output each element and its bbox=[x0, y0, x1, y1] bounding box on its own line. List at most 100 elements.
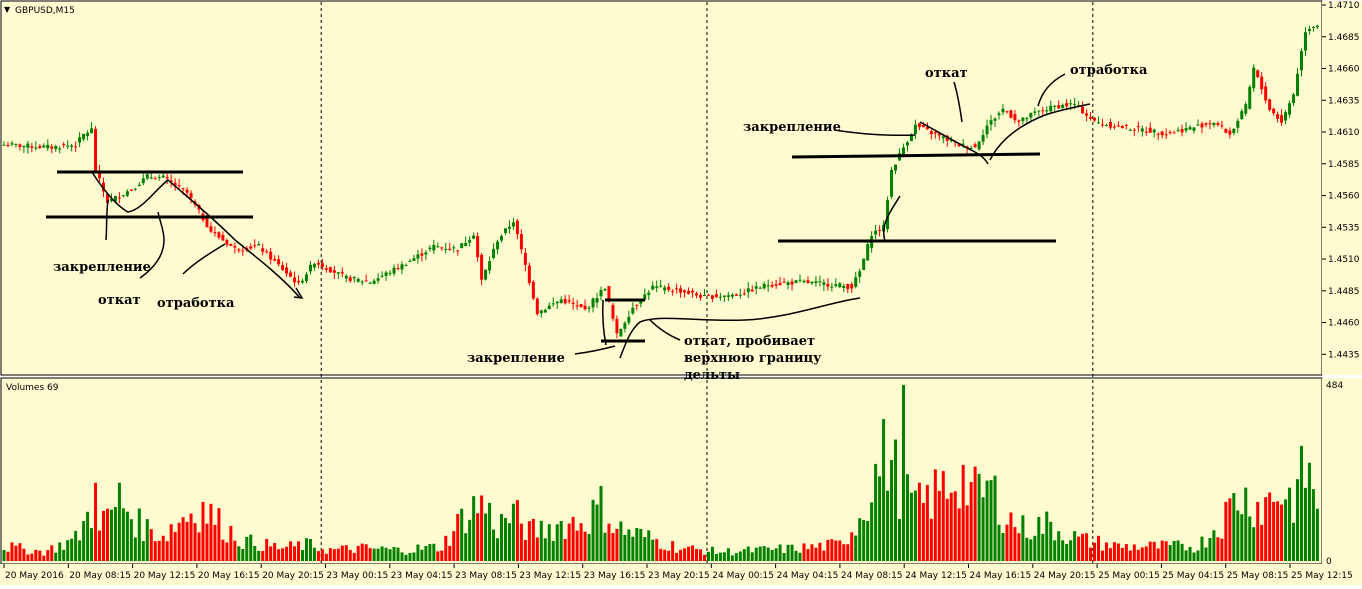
volume-bar bbox=[301, 549, 304, 561]
volume-bar bbox=[1288, 487, 1292, 561]
candle-body bbox=[599, 290, 603, 297]
volume-bar bbox=[515, 500, 519, 561]
candle-body bbox=[1280, 115, 1284, 123]
volume-bar bbox=[1045, 511, 1049, 561]
volume-bar bbox=[786, 544, 790, 561]
sketch-path bbox=[91, 171, 301, 299]
volume-bar bbox=[90, 528, 94, 561]
volume-bar bbox=[253, 545, 257, 561]
volume-bar bbox=[181, 517, 185, 561]
candle-body bbox=[1212, 122, 1216, 126]
candle-body bbox=[94, 129, 98, 171]
volume-bar bbox=[225, 542, 229, 561]
candle-body bbox=[854, 277, 858, 287]
volume-bar bbox=[726, 548, 730, 561]
volume-bar bbox=[742, 549, 746, 561]
volume-bar bbox=[1069, 540, 1073, 561]
volume-bar bbox=[1315, 508, 1319, 561]
candle-body bbox=[352, 277, 356, 279]
candle-body bbox=[436, 246, 440, 248]
candle-body bbox=[484, 269, 488, 280]
y-tick-label: 1.4560 bbox=[1328, 192, 1360, 202]
volume-bar bbox=[973, 466, 977, 561]
level-line[interactable] bbox=[791, 152, 1041, 159]
volume-bar bbox=[595, 504, 599, 561]
candle-body bbox=[679, 288, 683, 293]
candle-body bbox=[70, 145, 74, 147]
candle-body bbox=[149, 177, 153, 179]
candle-body bbox=[786, 282, 790, 286]
volume-bar bbox=[468, 519, 472, 561]
price-panel-background[interactable] bbox=[0, 0, 1323, 376]
drawn-curves bbox=[91, 73, 1091, 359]
candle-body bbox=[1081, 106, 1085, 114]
candle-body bbox=[30, 146, 34, 148]
volume-bar bbox=[699, 549, 702, 561]
candle-body bbox=[1061, 104, 1065, 109]
volume-bar bbox=[293, 546, 297, 561]
y-tick-label: 1.4635 bbox=[1328, 96, 1360, 106]
candle-body bbox=[738, 294, 742, 296]
candle-body bbox=[1184, 128, 1188, 131]
candle-body bbox=[364, 280, 368, 282]
volume-bar bbox=[436, 551, 440, 561]
volume-bar bbox=[380, 546, 384, 561]
candle-body bbox=[894, 164, 898, 171]
candle-body bbox=[356, 278, 360, 282]
candle-body bbox=[1228, 130, 1232, 135]
candle-body bbox=[762, 283, 766, 289]
candle-body bbox=[241, 250, 245, 252]
candle-body bbox=[1240, 111, 1244, 120]
candle-body bbox=[667, 286, 671, 290]
annotation-label: верхнюю границу bbox=[684, 351, 822, 366]
volume-bar bbox=[1260, 524, 1264, 561]
volume-bar bbox=[177, 522, 181, 561]
volume-bar bbox=[488, 502, 492, 561]
volume-panel-background[interactable] bbox=[0, 377, 1323, 565]
volume-bar bbox=[452, 531, 456, 561]
candle-body bbox=[814, 281, 818, 283]
volume-bar bbox=[98, 530, 102, 561]
volume-bar bbox=[547, 524, 551, 561]
volume-bar bbox=[1307, 462, 1311, 561]
volume-bar bbox=[850, 532, 854, 561]
volume-bar bbox=[308, 539, 312, 561]
volume-bar bbox=[1065, 543, 1069, 561]
candle-body bbox=[742, 293, 746, 295]
candle-body bbox=[559, 299, 563, 304]
volume-tick-label: 484 bbox=[1326, 381, 1343, 391]
volume-bar bbox=[575, 530, 579, 561]
candle-body bbox=[217, 232, 221, 238]
volume-bar bbox=[766, 547, 770, 561]
volume-bar bbox=[125, 511, 129, 561]
candle-body bbox=[1100, 124, 1104, 126]
x-tick-label: 23 May 08:15 bbox=[455, 571, 517, 581]
volume-bar bbox=[882, 419, 886, 561]
candle-body bbox=[730, 294, 734, 297]
volume-bar bbox=[774, 548, 778, 561]
candle-body bbox=[778, 283, 782, 286]
volume-bar bbox=[1136, 549, 1140, 561]
candle-body bbox=[50, 146, 54, 149]
volume-bar bbox=[1204, 547, 1208, 561]
candle-body bbox=[798, 279, 802, 281]
volume-bar bbox=[909, 492, 913, 561]
candle-body bbox=[225, 240, 229, 245]
volume-bar bbox=[702, 555, 706, 561]
volume-bar bbox=[1232, 493, 1236, 561]
volume-bar bbox=[1152, 541, 1156, 561]
candle-body bbox=[277, 259, 281, 265]
volume-bar bbox=[623, 534, 627, 561]
volume-bar bbox=[1001, 532, 1005, 561]
candle-body bbox=[293, 277, 297, 283]
volume-bar bbox=[368, 548, 372, 561]
candle-body bbox=[539, 310, 543, 314]
volume-bar bbox=[917, 482, 921, 561]
candle-body bbox=[766, 285, 770, 287]
candle-body bbox=[304, 274, 308, 282]
candle-body bbox=[961, 143, 965, 145]
symbol-dropdown-icon[interactable]: ▼ bbox=[4, 5, 11, 14]
candle-body bbox=[714, 294, 718, 298]
candle-body bbox=[444, 248, 448, 250]
